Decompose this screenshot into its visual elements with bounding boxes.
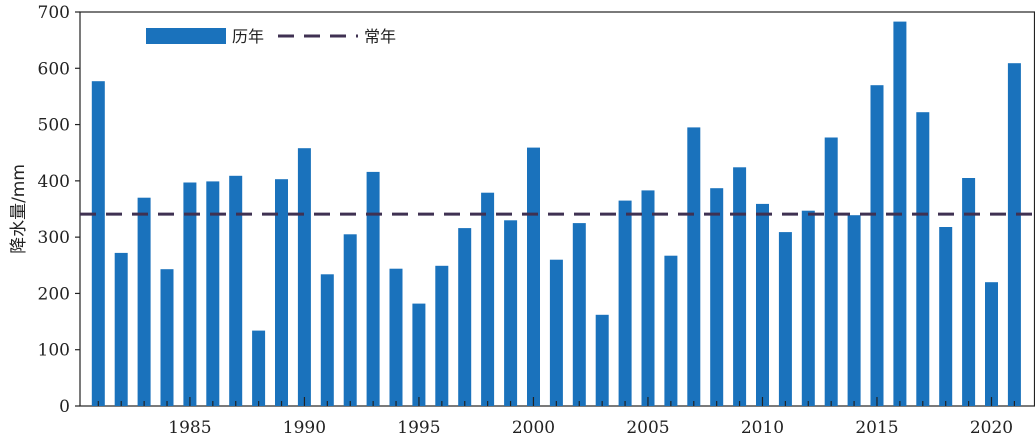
axes-layer: 0 100 200 300 400 500 600 700 1985 1990 1995 2000 20… <box>38 3 1015 437</box>
bar-2021 <box>1007 63 1021 406</box>
bar-1993 <box>366 171 380 406</box>
y-tick-label-700: 700 <box>38 3 70 23</box>
x-tick-label-1995: 1995 <box>397 418 440 437</box>
legend: 历年 常年 <box>146 27 396 46</box>
bar-2008 <box>710 188 724 406</box>
bar-1986 <box>206 181 220 406</box>
bar-1988 <box>252 330 266 406</box>
x-tick-label-2005: 2005 <box>626 418 669 437</box>
bar-2007 <box>687 127 701 407</box>
bar-1981 <box>91 81 105 406</box>
bar-2005 <box>641 190 655 406</box>
bar-2014 <box>847 215 861 406</box>
bar-1997 <box>458 228 472 406</box>
x-tick-label-2000: 2000 <box>512 418 555 437</box>
bar-1982 <box>114 252 128 406</box>
legend-bar-label: 历年 <box>232 27 264 46</box>
bar-1999 <box>504 220 518 406</box>
bar-2003 <box>595 314 609 406</box>
x-tick-label-2010: 2010 <box>741 418 784 437</box>
bar-2018 <box>939 227 953 406</box>
bar-1995 <box>412 303 426 406</box>
bar-2017 <box>916 112 930 406</box>
y-tick-label-200: 200 <box>38 284 70 304</box>
bar-2019 <box>962 178 976 406</box>
y-tick-label-400: 400 <box>38 172 70 192</box>
y-tick-label-0: 0 <box>59 397 70 417</box>
bar-1987 <box>229 175 243 406</box>
y-tick-label-100: 100 <box>38 341 70 361</box>
bar-2000 <box>527 147 540 406</box>
bar-1984 <box>160 269 174 406</box>
bar-2004 <box>618 200 632 406</box>
legend-line-label: 常年 <box>364 27 396 46</box>
bar-2011 <box>778 232 792 406</box>
x-tick-label-2020: 2020 <box>970 418 1013 437</box>
bar-2012 <box>801 210 815 406</box>
bar-2006 <box>664 255 678 406</box>
bar-1985 <box>183 182 197 406</box>
y-tick-label-600: 600 <box>38 59 70 79</box>
bar-1998 <box>481 192 495 406</box>
y-tick-label-300: 300 <box>38 228 70 248</box>
bar-2013 <box>824 137 838 406</box>
bar-1991 <box>320 274 334 406</box>
bar-2015 <box>870 85 884 406</box>
bar-1983 <box>137 197 151 406</box>
legend-bar-swatch <box>146 28 226 44</box>
x-tick-label-1985: 1985 <box>168 418 211 437</box>
bar-1989 <box>275 179 288 406</box>
bar-1996 <box>435 265 449 406</box>
bar-1990 <box>297 148 311 406</box>
y-axis-label: 降水量/mm <box>9 164 29 254</box>
bars-layer <box>91 21 1021 407</box>
y-tick-label-500: 500 <box>38 116 70 136</box>
bar-2002 <box>572 223 586 406</box>
x-tick-label-2015: 2015 <box>855 418 898 437</box>
bar-2010 <box>756 203 769 406</box>
bar-2009 <box>733 167 747 406</box>
bar-1992 <box>343 234 357 406</box>
bar-2001 <box>549 259 563 406</box>
x-tick-label-1990: 1990 <box>283 418 326 437</box>
bar-2020 <box>985 282 998 406</box>
bar-1994 <box>389 268 403 406</box>
